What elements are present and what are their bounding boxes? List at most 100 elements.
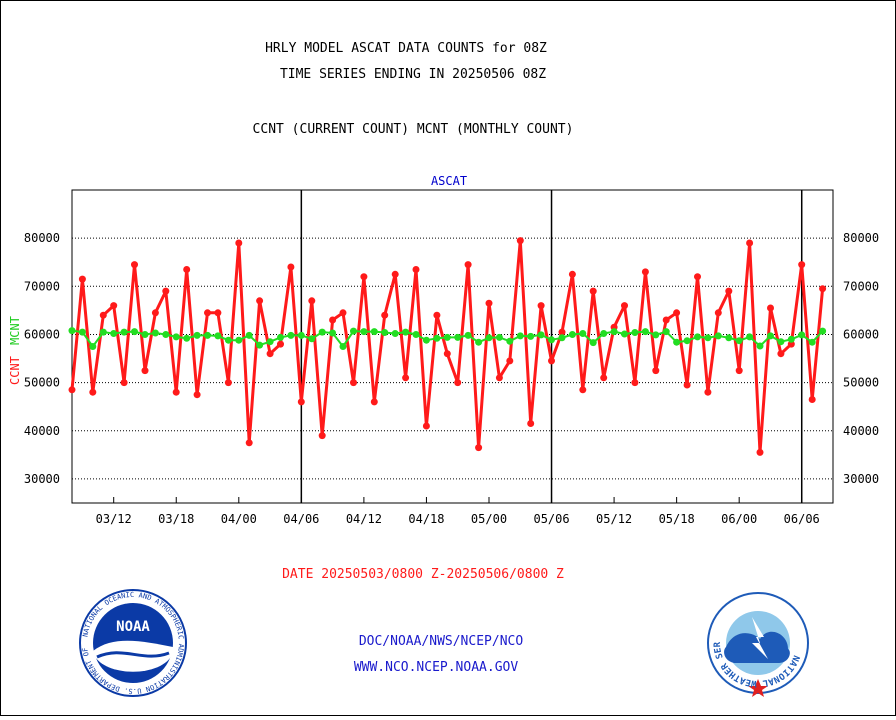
point-ccnt-42 [506, 357, 514, 365]
point-ccnt-46 [548, 357, 555, 365]
point-mcnt-27 [350, 327, 357, 335]
point-ccnt-29 [370, 398, 378, 406]
point-mcnt-67 [767, 332, 774, 340]
ytick-right-60000: 60000 [843, 327, 879, 341]
point-mcnt-44 [527, 332, 535, 340]
point-ccnt-0 [68, 386, 76, 394]
point-mcnt-20 [277, 333, 284, 341]
point-ccnt-23 [308, 297, 316, 305]
point-mcnt-30 [381, 329, 389, 336]
point-mcnt-21 [287, 331, 295, 339]
point-ccnt-38 [464, 261, 472, 269]
point-mcnt-26 [339, 343, 347, 350]
xtick-label-4: 04/12 [346, 512, 382, 526]
point-mcnt-65 [746, 333, 754, 341]
point-ccnt-17 [245, 439, 253, 447]
point-ccnt-24 [318, 432, 326, 440]
point-mcnt-43 [516, 332, 524, 340]
point-mcnt-14 [214, 332, 222, 340]
point-ccnt-27 [350, 379, 357, 387]
point-mcnt-19 [266, 338, 274, 346]
point-ccnt-56 [652, 367, 660, 375]
point-mcnt-31 [391, 330, 399, 337]
ylabel-mcnt: MCNT [8, 316, 22, 345]
point-ccnt-68 [777, 350, 785, 358]
point-mcnt-17 [245, 331, 253, 339]
point-ccnt-70 [798, 261, 806, 269]
point-mcnt-11 [183, 334, 191, 342]
point-mcnt-3 [99, 328, 107, 336]
point-mcnt-61 [704, 334, 712, 342]
point-mcnt-40 [485, 334, 493, 342]
point-mcnt-68 [777, 338, 785, 346]
point-ccnt-6 [131, 261, 138, 269]
point-mcnt-4 [110, 330, 118, 337]
point-mcnt-23 [308, 335, 316, 343]
date-range: DATE 20250503/0800 Z-20250506/0800 Z [282, 567, 564, 582]
point-mcnt-25 [329, 329, 337, 337]
point-mcnt-71 [808, 338, 816, 346]
ytick-right-30000: 30000 [843, 472, 879, 486]
plot-frame [71, 189, 834, 504]
point-ccnt-58 [673, 309, 681, 317]
point-ccnt-21 [287, 263, 295, 271]
point-ccnt-65 [746, 239, 754, 247]
point-mcnt-2 [89, 343, 97, 350]
point-ccnt-54 [631, 379, 639, 387]
point-mcnt-29 [370, 328, 378, 336]
point-mcnt-58 [673, 338, 681, 346]
point-mcnt-15 [224, 336, 232, 344]
point-ccnt-18 [256, 297, 264, 305]
ytick-left-60000: 60000 [24, 327, 60, 341]
point-mcnt-56 [652, 331, 660, 339]
point-mcnt-55 [641, 328, 649, 336]
point-ccnt-5 [120, 379, 128, 387]
point-ccnt-60 [694, 273, 701, 281]
point-mcnt-35 [433, 334, 441, 342]
point-ccnt-62 [714, 309, 722, 317]
point-ccnt-14 [214, 309, 222, 317]
point-ccnt-20 [277, 340, 284, 348]
point-mcnt-48 [568, 331, 576, 338]
point-ccnt-63 [725, 287, 733, 295]
point-ccnt-71 [808, 396, 816, 403]
ytick-right-80000: 80000 [843, 231, 879, 245]
series-layer [68, 237, 827, 456]
point-ccnt-9 [162, 287, 170, 295]
point-ccnt-22 [297, 398, 305, 406]
point-ccnt-15 [224, 379, 232, 387]
point-mcnt-72 [819, 327, 827, 335]
point-mcnt-33 [412, 331, 420, 338]
plot-title: ASCAT [431, 174, 467, 188]
ytick-left-70000: 70000 [24, 279, 60, 293]
subtitle: CCNT (CURRENT COUNT) MCNT (MONTHLY COUNT… [253, 122, 574, 137]
point-ccnt-11 [183, 266, 191, 273]
point-ccnt-61 [704, 388, 712, 396]
point-mcnt-6 [131, 328, 138, 336]
point-mcnt-28 [360, 328, 368, 336]
xtick-label-3: 04/06 [283, 512, 319, 526]
point-mcnt-57 [662, 328, 670, 336]
point-ccnt-35 [433, 311, 441, 319]
website-text: WWW.NCO.NCEP.NOAA.GOV [354, 660, 519, 675]
ytick-left-40000: 40000 [24, 424, 60, 438]
point-ccnt-26 [339, 309, 347, 317]
point-ccnt-1 [78, 275, 86, 283]
point-ccnt-19 [266, 350, 274, 358]
point-mcnt-32 [402, 328, 410, 336]
xtick-label-11: 06/06 [784, 512, 820, 526]
point-mcnt-60 [694, 333, 701, 341]
point-ccnt-36 [443, 350, 451, 358]
point-mcnt-46 [548, 336, 555, 344]
point-mcnt-5 [120, 328, 128, 336]
point-mcnt-41 [495, 333, 503, 341]
agency-text: DOC/NOAA/NWS/NCEP/NCO [359, 634, 524, 649]
label-layer: 30000 30000 40000 40000 50000 50000 60000 60000… [24, 231, 879, 526]
point-mcnt-59 [683, 337, 691, 345]
noaa-logo-text: NOAA [116, 619, 150, 635]
point-mcnt-9 [162, 331, 170, 338]
point-mcnt-64 [735, 337, 743, 345]
noaa-logo: NOAA NATIONAL OCEANIC AND ATMOSPHERIC AD… [79, 589, 187, 697]
point-mcnt-10 [172, 333, 180, 341]
